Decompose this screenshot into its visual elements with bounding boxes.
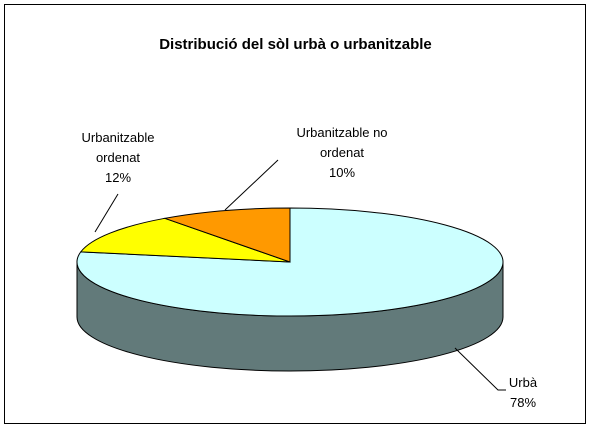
value-label: 78% [509,395,537,410]
value-label: 12% [104,170,132,185]
slice [79,217,291,263]
chart-title: Distribució del sòl urbà o urbanitzable [159,36,432,53]
category-label: Urbanitzable no ordenat [296,125,388,160]
leader-line [454,347,506,391]
leader-line [224,159,279,211]
category-label: Urbà [508,375,538,390]
pie [76,207,504,372]
leader-line [94,193,119,233]
slice [162,207,291,263]
data-label: Urbanitzable no ordenat 10% [294,123,390,183]
value-label: 10% [328,165,356,180]
data-label: Urbanitzable ordenat 12% [70,128,166,188]
data-label: Urbà 78% [475,373,571,413]
category-label: Urbanitzable ordenat [81,130,155,165]
